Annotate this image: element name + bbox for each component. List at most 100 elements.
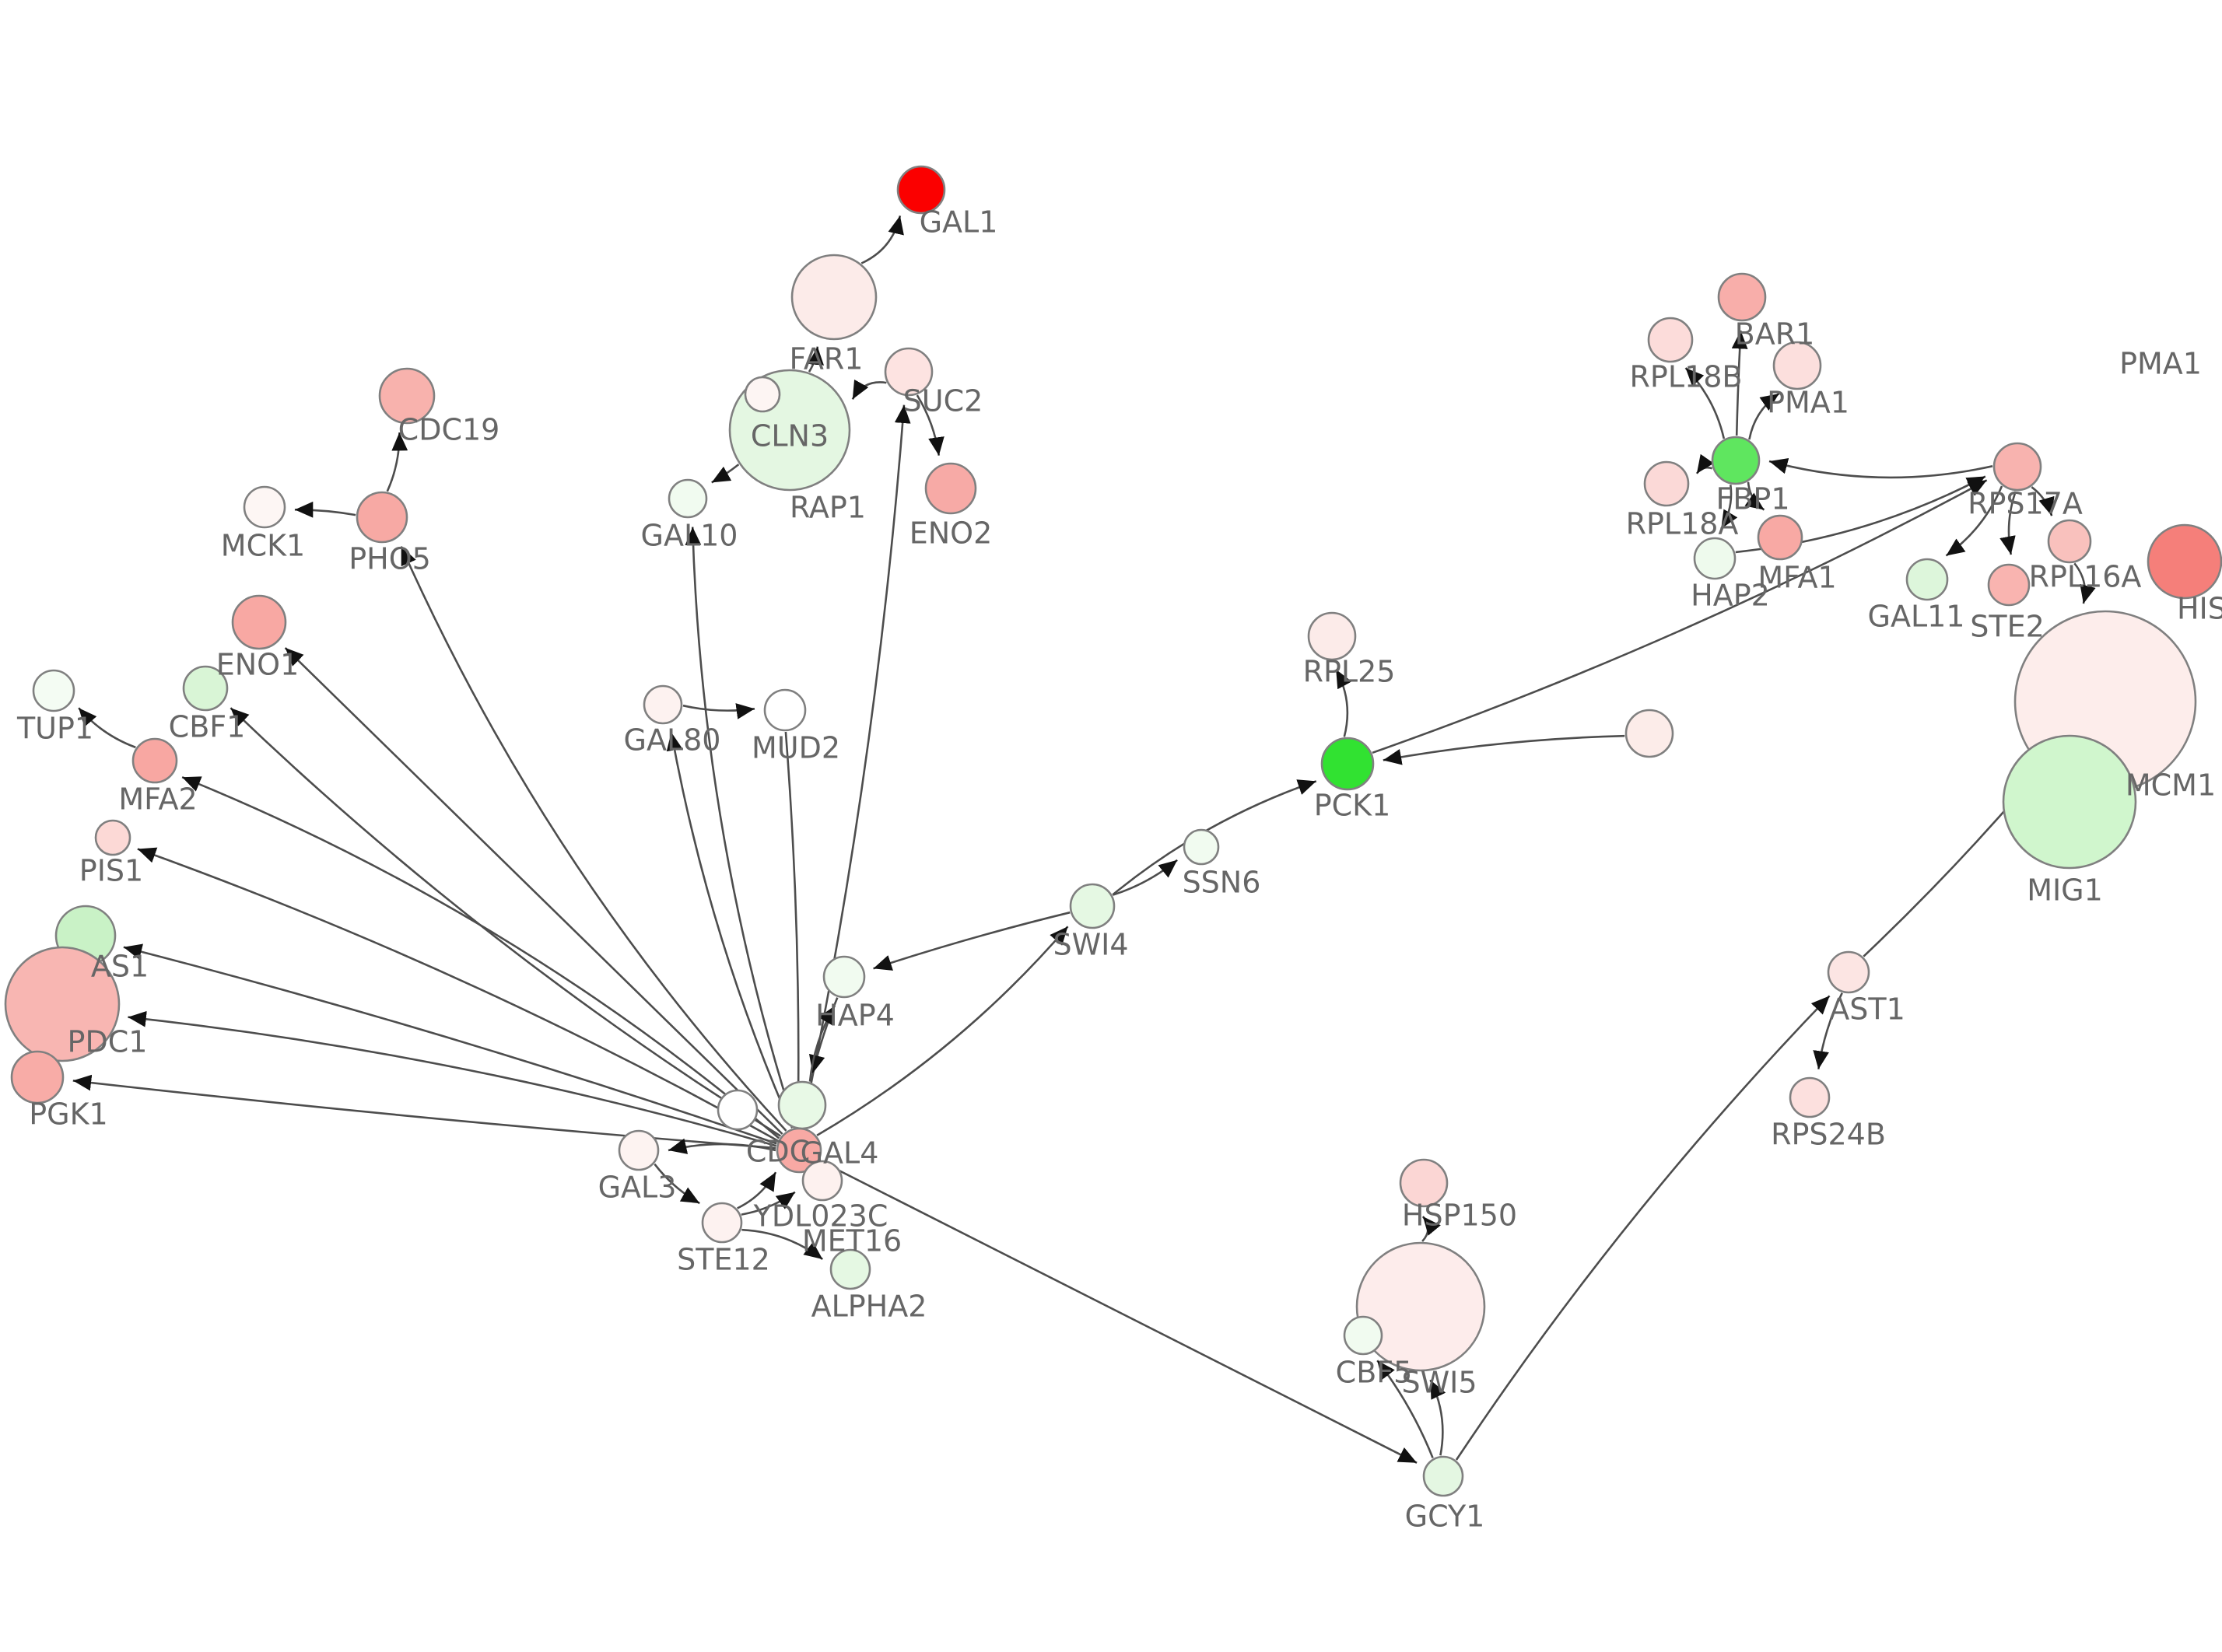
node-label-his4: HIS4 xyxy=(2177,592,2222,626)
node-gal80[interactable] xyxy=(643,684,683,725)
node-hsp150[interactable] xyxy=(1399,1158,1449,1208)
node-hap2[interactable] xyxy=(1693,537,1737,580)
node-rps24b[interactable] xyxy=(1789,1076,1831,1118)
node-tup1[interactable] xyxy=(32,669,75,712)
node-cdc19[interactable] xyxy=(378,367,436,425)
node-mig1[interactable] xyxy=(2002,734,2137,870)
node-label-suc2: SUC2 xyxy=(903,384,983,418)
node-label-pis1: PIS1 xyxy=(79,854,143,888)
node-label-alpha2: ALPHA2 xyxy=(811,1290,927,1324)
node-alpha2[interactable] xyxy=(829,1248,871,1290)
edge-gal4-to-pis1 xyxy=(137,847,779,1142)
edge-cln3-to-gal10 xyxy=(711,464,740,484)
node-label-rpl25: RPL25 xyxy=(1303,655,1396,689)
edge-pho5-to-cdc19 xyxy=(386,432,408,492)
node-mfa1[interactable] xyxy=(1757,514,1803,561)
node-rpl16a[interactable] xyxy=(2047,519,2092,564)
node-label-mig1: MIG1 xyxy=(2027,873,2103,908)
edge-gal4-to-pgk1 xyxy=(72,1074,776,1150)
node-label-pck1: PCK1 xyxy=(1314,789,1391,823)
node-label-as1: AS1 xyxy=(91,950,149,984)
node-layer[interactable] xyxy=(4,165,2222,1497)
node-ast1[interactable] xyxy=(1827,950,1870,994)
node-cbf1[interactable] xyxy=(182,665,229,712)
node-eno1[interactable] xyxy=(231,594,287,650)
edge-gal4_green-to-hap4 xyxy=(808,1005,836,1082)
node-label-cbf1: CBF1 xyxy=(169,710,246,744)
node-pgk1[interactable] xyxy=(10,1050,65,1104)
node-label-bar1: BAR1 xyxy=(1735,317,1815,352)
node-far1[interactable] xyxy=(790,254,878,341)
node-rps17a[interactable] xyxy=(1992,442,2042,492)
node-pis1[interactable] xyxy=(94,819,131,856)
node-pck1[interactable] xyxy=(1320,737,1375,791)
node-label-ste2: STE2 xyxy=(1970,610,2045,644)
node-label-swi4: SWI4 xyxy=(1053,928,1128,962)
node-label-rpl18b: RPL18B xyxy=(1630,360,1743,394)
node-mud2[interactable] xyxy=(763,688,807,732)
node-gal10[interactable] xyxy=(668,478,708,519)
node-ssn6[interactable] xyxy=(1183,828,1220,866)
node-label-rps24b: RPS24B xyxy=(1771,1118,1886,1152)
edge-fbp1-to-bar1 xyxy=(1731,330,1748,436)
node-pho5[interactable] xyxy=(356,491,408,544)
node-hub_right[interactable] xyxy=(1624,709,1674,758)
node-ydl023c[interactable] xyxy=(801,1160,843,1202)
edge-ste12-to-ydl023c xyxy=(741,1191,796,1216)
node-rpl18b[interactable] xyxy=(1647,317,1694,363)
node-label-pma1: PMA1 xyxy=(1767,386,1849,420)
edge-fbp1-to-rpl18a xyxy=(1695,453,1714,474)
node-label-rps17a: RPS17A xyxy=(1968,487,2083,521)
node-ste2[interactable] xyxy=(1987,563,2031,607)
node-ste12[interactable] xyxy=(701,1202,743,1244)
node-label-gal80: GAL80 xyxy=(624,723,721,758)
node-his4[interactable] xyxy=(2147,523,2222,600)
node-label-cln3: CLN3 xyxy=(751,419,829,453)
edge-gal4-to-mfa2 xyxy=(181,775,780,1139)
edge-fbp1-to-rpl18b xyxy=(1684,367,1726,439)
node-label-gal11: GAL11 xyxy=(1868,600,1965,634)
node-label-eno2: ENO2 xyxy=(909,516,993,551)
node-label-met16: MET16 xyxy=(802,1224,902,1258)
node-cln3_inner[interactable] xyxy=(744,376,781,413)
node-label-pma1: PMA1 xyxy=(2119,347,2202,381)
node-label-ydl023c: YDL023C xyxy=(753,1199,888,1234)
node-gal4[interactable] xyxy=(776,1127,822,1174)
node-gal4_green[interactable] xyxy=(777,1080,827,1130)
node-cdc_white[interactable] xyxy=(717,1089,759,1131)
node-cbf5[interactable] xyxy=(1343,1315,1383,1356)
node-rpl18a[interactable] xyxy=(1643,460,1690,507)
node-gal3[interactable] xyxy=(618,1129,660,1171)
edge-gal4-to-gal10 xyxy=(685,527,797,1128)
node-label-ssn6: SSN6 xyxy=(1183,866,1261,900)
node-hap4[interactable] xyxy=(822,955,866,999)
node-swi5[interactable] xyxy=(1355,1241,1486,1372)
node-eno2[interactable] xyxy=(924,462,977,515)
edge-swi4-to-hap4 xyxy=(873,911,1071,971)
node-pma1n[interactable] xyxy=(1772,341,1822,390)
node-label-gal10: GAL10 xyxy=(641,519,738,553)
edge-far1-to-gal1 xyxy=(860,215,904,264)
node-gcy1[interactable] xyxy=(1422,1455,1464,1497)
node-gal1[interactable] xyxy=(896,165,946,215)
node-rpl25[interactable] xyxy=(1307,611,1357,661)
node-bar1[interactable] xyxy=(1717,272,1767,322)
edge-gal4-to-cbf1 xyxy=(230,707,781,1137)
edge-swi5-to-hsp150 xyxy=(1421,1216,1441,1242)
node-suc2[interactable] xyxy=(884,347,934,397)
node-mck1[interactable] xyxy=(243,485,286,529)
node-label-far1: FAR1 xyxy=(790,342,864,376)
node-label-cdc: CDC xyxy=(746,1135,810,1169)
edge-rps17a-to-gal11 xyxy=(1945,485,2003,557)
edge-rps17a-to-rpl16a xyxy=(2031,486,2055,516)
node-mfa2[interactable] xyxy=(131,737,178,784)
node-label-fbp1: FBP1 xyxy=(1716,482,1789,516)
edge-rpl16a-to-mcm1 xyxy=(2073,562,2096,604)
node-fbp1[interactable] xyxy=(1711,436,1761,485)
node-swi4[interactable] xyxy=(1069,883,1116,929)
node-pdc1[interactable] xyxy=(4,946,121,1062)
node-gal11[interactable] xyxy=(1905,558,1949,601)
edge-pck1-to-rps17a xyxy=(1372,479,1988,754)
